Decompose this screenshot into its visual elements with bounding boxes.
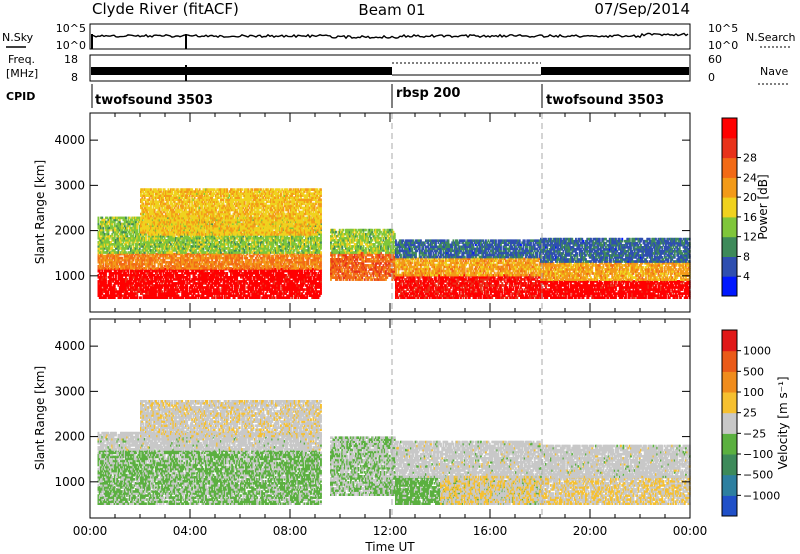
freq-tick-bottom: 8 — [71, 71, 78, 84]
nsky-panel: N.Sky 10^5 10^0 10^5 10^0 N.Search — [2, 22, 796, 52]
beam-title: Beam 01 — [358, 1, 425, 19]
power-heatmap — [98, 188, 691, 299]
nave-tick-bottom: 0 — [708, 71, 715, 84]
cpid-segment-3: twofsound 3503 — [546, 93, 664, 108]
cpid-segment-1: twofsound 3503 — [95, 93, 213, 108]
nsky-tick-top: 10^5 — [56, 22, 86, 35]
nave-tick-top: 60 — [708, 53, 722, 66]
heatmap-cell — [226, 272, 228, 275]
freq-tick-top: 18 — [64, 53, 78, 66]
heatmap-cell — [125, 217, 127, 220]
freq-label: Freq. — [8, 53, 35, 66]
nave-label: Nave — [760, 65, 788, 78]
heatmap-cell — [219, 288, 221, 291]
nsearch-label: N.Search — [746, 31, 796, 44]
cpid-label: CPID — [6, 90, 35, 103]
nsky-trace — [92, 33, 688, 38]
heatmap-cell — [140, 296, 142, 299]
nsearch-tick-bottom: 10^0 — [708, 39, 738, 52]
station-title: Clyde River (fitACF) — [92, 0, 239, 18]
freq-panel: Freq. [MHz] 18 8 60 0 Nave — [6, 53, 788, 84]
nsearch-tick-top: 10^5 — [708, 22, 738, 35]
heatmap-cell — [274, 296, 276, 299]
heatmap-cell — [230, 267, 232, 270]
freq-unit-label: [MHz] — [6, 67, 38, 80]
nsky-tick-bottom: 10^0 — [56, 39, 86, 52]
cpid-segment-2: rbsp 200 — [396, 86, 460, 101]
heatmap-cell — [98, 217, 100, 220]
heatmap-cell — [125, 251, 127, 254]
date-title: 07/Sep/2014 — [594, 0, 690, 18]
freq-band-1 — [91, 67, 392, 75]
cpid-row: CPID twofsound 3503 rbsp 200 twofsound 3… — [6, 84, 664, 108]
nsky-label: N.Sky — [2, 31, 34, 44]
freq-band-2 — [541, 67, 689, 75]
